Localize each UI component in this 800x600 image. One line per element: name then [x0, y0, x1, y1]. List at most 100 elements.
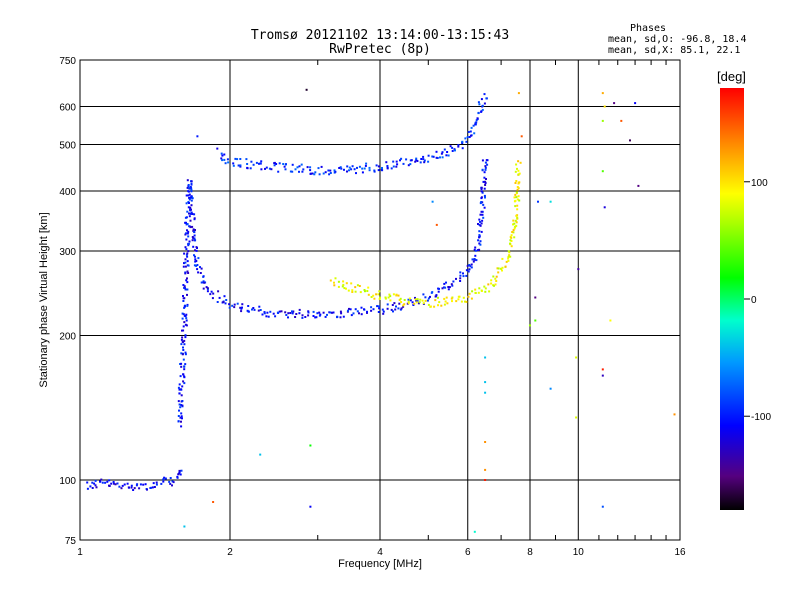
x-tick-label: 4 — [377, 547, 383, 558]
echo-point — [416, 298, 419, 301]
colorbar-tick-label: 100 — [751, 178, 768, 189]
echo-point — [181, 385, 184, 388]
echo-point — [234, 157, 237, 160]
echo-point — [514, 205, 517, 208]
echo-point — [142, 483, 145, 486]
echo-point — [478, 236, 481, 239]
echo-point — [189, 186, 192, 188]
echo-point — [474, 123, 477, 126]
echo-point — [216, 301, 219, 303]
echo-point — [331, 311, 333, 314]
echo-point — [447, 288, 450, 291]
echo-point — [345, 282, 348, 285]
echo-point — [518, 172, 521, 175]
echo-point — [379, 296, 381, 299]
echo-point — [189, 219, 192, 222]
echo-point — [390, 167, 393, 170]
echo-point — [317, 167, 320, 170]
echo-point — [405, 158, 408, 161]
echo-point — [180, 394, 183, 397]
echo-point — [239, 165, 242, 168]
echo-point — [245, 158, 248, 161]
echo-point — [537, 200, 539, 203]
echo-point — [459, 277, 462, 280]
echo-point — [461, 140, 464, 143]
echo-point — [190, 182, 193, 185]
echo-point — [185, 248, 188, 251]
echo-point — [190, 196, 192, 199]
echo-point — [139, 483, 142, 486]
echo-point — [212, 501, 215, 503]
echo-point — [179, 473, 182, 476]
echo-point — [311, 172, 314, 175]
echo-point — [146, 488, 148, 491]
echo-point — [358, 285, 361, 287]
echo-point — [239, 158, 242, 160]
echo-point — [414, 298, 417, 301]
echo-point — [187, 242, 190, 245]
echo-point — [412, 304, 415, 306]
echo-point — [112, 482, 115, 485]
echo-point — [206, 290, 209, 293]
echo-point — [260, 168, 263, 171]
echo-point — [500, 267, 502, 270]
echo-point — [195, 249, 198, 252]
echo-point — [265, 166, 268, 169]
echo-point — [510, 236, 513, 239]
echo-point — [488, 290, 491, 293]
echo-point — [480, 190, 483, 193]
echo-point — [465, 300, 468, 303]
echo-point — [296, 166, 299, 169]
echo-point — [366, 311, 368, 314]
echo-point — [441, 156, 444, 159]
echo-point — [106, 480, 109, 483]
echo-point — [384, 297, 387, 300]
echo-point — [292, 310, 295, 313]
echo-point — [509, 239, 512, 242]
echo-point — [375, 164, 378, 167]
echo-point — [266, 311, 269, 314]
echo-point — [182, 295, 184, 297]
echo-point — [534, 319, 537, 322]
echo-point — [287, 316, 289, 319]
echo-point — [517, 195, 520, 198]
echo-point — [202, 275, 205, 278]
echo-point — [484, 290, 487, 293]
echo-point — [136, 483, 139, 486]
echo-point — [232, 164, 235, 167]
y-tick-label: 300 — [59, 247, 76, 258]
echo-point — [181, 400, 184, 402]
echo-point — [479, 213, 482, 216]
echo-point — [186, 232, 189, 235]
echo-point — [347, 289, 350, 292]
echo-point — [509, 255, 512, 258]
echo-point — [409, 299, 412, 302]
echo-point — [199, 272, 202, 274]
echo-point — [285, 163, 287, 166]
echo-point — [360, 306, 363, 309]
echo-point — [494, 283, 497, 286]
echo-point — [486, 159, 489, 162]
echo-point — [453, 148, 456, 151]
echo-point — [171, 480, 174, 483]
echo-point — [178, 409, 180, 412]
echo-point — [261, 313, 264, 316]
chart-title: Tromsø 20121102 13:14:00-13:15:43 — [251, 28, 509, 43]
echo-point — [184, 336, 187, 339]
echo-point — [462, 275, 465, 278]
echo-point — [231, 304, 234, 307]
echo-point — [473, 132, 476, 135]
echo-point — [326, 313, 328, 316]
echo-point — [391, 304, 394, 306]
echo-point — [474, 246, 477, 249]
echo-point — [184, 258, 187, 261]
echo-point — [478, 248, 481, 251]
echo-point — [516, 204, 519, 207]
x-tick-label: 1 — [77, 547, 83, 558]
echo-point — [130, 486, 133, 489]
echo-point — [314, 316, 317, 319]
echo-point — [180, 352, 183, 355]
echo-point — [387, 296, 390, 299]
echo-point — [180, 425, 183, 428]
echo-point — [313, 173, 316, 176]
